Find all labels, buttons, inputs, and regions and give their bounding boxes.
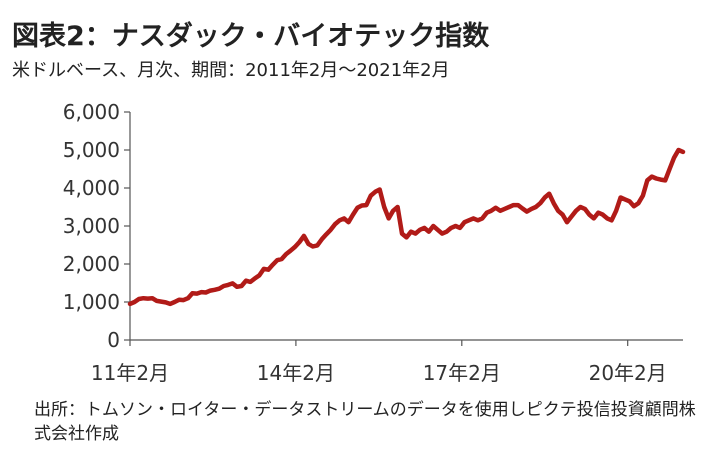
x-axis: 11年2月 14年2月 17年2月 20年2月 <box>91 339 683 385</box>
y-tick-label: 0 <box>107 328 120 352</box>
y-tick-label: 5,000 <box>63 138 120 162</box>
line-chart: 0 1,000 2,000 3,000 4,000 5,000 6,000 11年2月 14年… <box>63 100 686 385</box>
y-tick-label: 6,000 <box>63 100 120 124</box>
x-tick-label: 20年2月 <box>589 361 667 385</box>
chart-title: 図表2：ナスダック・バイオテック指数 <box>12 21 490 52</box>
y-tick-label: 1,000 <box>63 290 120 314</box>
source-note: 出所：トムソン・ロイター・データストリームのデータを使用しピクテ投信投資顧問株式… <box>34 400 696 444</box>
index-series-line <box>127 147 686 307</box>
x-tick-label: 17年2月 <box>423 361 501 385</box>
y-tick-label: 3,000 <box>63 214 120 238</box>
chart-subtitle: 米ドルベース、月次、期間：2011年2月～2021年2月 <box>12 60 450 81</box>
x-tick-label: 11年2月 <box>91 361 169 385</box>
y-axis: 0 1,000 2,000 3,000 4,000 5,000 6,000 <box>63 100 131 352</box>
y-tick-label: 2,000 <box>63 252 120 276</box>
series-layer <box>127 147 686 307</box>
y-tick-label: 4,000 <box>63 176 120 200</box>
x-tick-label: 14年2月 <box>257 361 335 385</box>
